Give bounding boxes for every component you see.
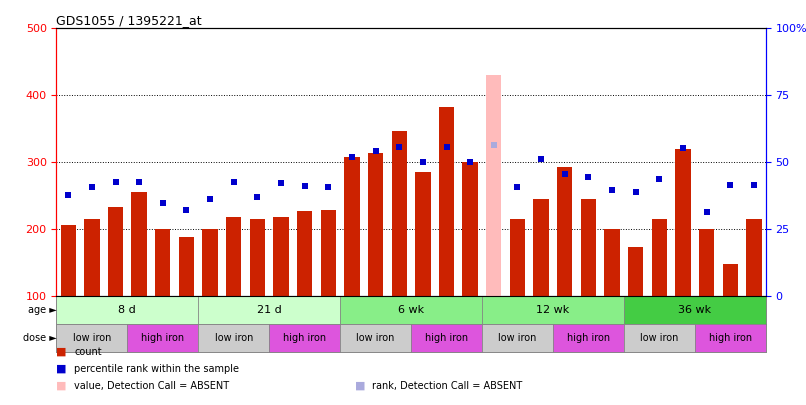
Bar <box>250 219 265 296</box>
Text: ■: ■ <box>56 381 67 390</box>
Bar <box>56 324 127 352</box>
Bar <box>580 199 596 296</box>
Bar <box>509 219 526 296</box>
Bar <box>553 324 624 352</box>
Bar <box>624 296 766 324</box>
Bar <box>269 324 340 352</box>
Bar <box>392 131 407 296</box>
Bar <box>695 324 766 352</box>
Bar <box>463 162 478 296</box>
Text: low iron: low iron <box>640 333 679 343</box>
Text: count: count <box>74 347 102 356</box>
Bar <box>604 229 620 296</box>
Text: ■: ■ <box>56 364 67 373</box>
Bar <box>486 75 501 296</box>
Text: percentile rank within the sample: percentile rank within the sample <box>74 364 239 373</box>
Bar <box>273 217 289 296</box>
Bar <box>624 324 695 352</box>
Bar <box>179 237 194 296</box>
Bar <box>482 296 624 324</box>
Text: low iron: low iron <box>498 333 537 343</box>
Bar <box>722 264 738 296</box>
Bar <box>699 229 714 296</box>
Text: 36 wk: 36 wk <box>678 305 712 315</box>
Text: dose ►: dose ► <box>23 333 56 343</box>
Bar <box>675 149 691 296</box>
Text: rank, Detection Call = ABSENT: rank, Detection Call = ABSENT <box>372 381 522 390</box>
Text: high iron: high iron <box>567 333 610 343</box>
Bar <box>108 207 123 296</box>
Text: high iron: high iron <box>141 333 185 343</box>
Bar <box>340 324 411 352</box>
Text: 8 d: 8 d <box>118 305 136 315</box>
Text: 12 wk: 12 wk <box>536 305 570 315</box>
Bar <box>651 219 667 296</box>
Bar <box>198 324 269 352</box>
Text: ■: ■ <box>355 381 365 390</box>
Bar <box>438 107 455 296</box>
Bar <box>368 153 384 296</box>
Bar <box>482 324 553 352</box>
Bar <box>628 247 643 296</box>
Bar <box>340 296 482 324</box>
Text: high iron: high iron <box>425 333 468 343</box>
Text: age ►: age ► <box>27 305 56 315</box>
Bar <box>415 172 430 296</box>
Bar <box>321 210 336 296</box>
Text: low iron: low iron <box>214 333 253 343</box>
Bar <box>202 229 218 296</box>
Bar <box>127 324 198 352</box>
Bar <box>84 219 100 296</box>
Bar <box>56 296 198 324</box>
Text: ■: ■ <box>56 347 67 356</box>
Text: value, Detection Call = ABSENT: value, Detection Call = ABSENT <box>74 381 229 390</box>
Bar <box>198 296 340 324</box>
Bar <box>297 211 313 296</box>
Text: high iron: high iron <box>708 333 752 343</box>
Bar <box>344 157 359 296</box>
Text: low iron: low iron <box>356 333 395 343</box>
Bar <box>557 167 572 296</box>
Text: GDS1055 / 1395221_at: GDS1055 / 1395221_at <box>56 14 202 27</box>
Bar <box>131 192 147 296</box>
Text: 6 wk: 6 wk <box>398 305 424 315</box>
Text: 21 d: 21 d <box>257 305 281 315</box>
Bar <box>746 219 762 296</box>
Bar <box>226 217 242 296</box>
Bar <box>155 229 171 296</box>
Bar <box>534 199 549 296</box>
Bar <box>411 324 482 352</box>
Text: high iron: high iron <box>283 333 326 343</box>
Bar <box>60 226 76 296</box>
Text: low iron: low iron <box>73 333 111 343</box>
